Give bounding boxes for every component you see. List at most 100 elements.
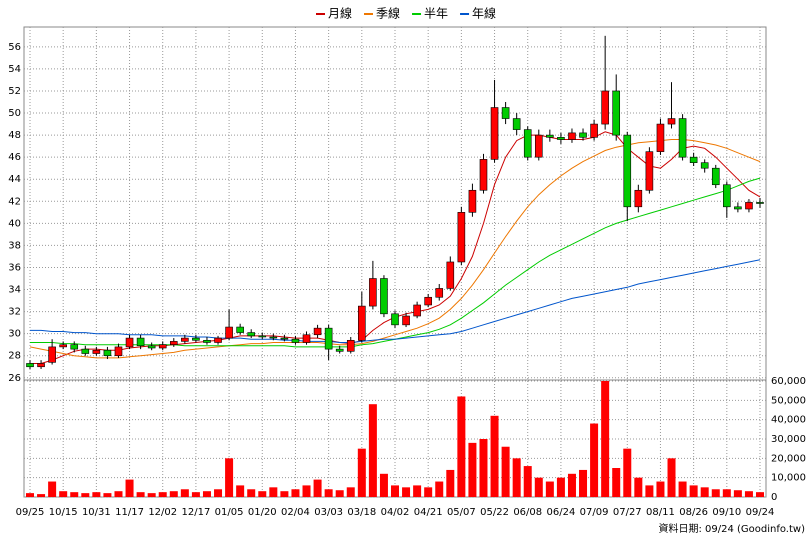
y-tick-label: 50 [8, 108, 21, 119]
volume-bar [346, 487, 355, 497]
candle-body [214, 337, 222, 343]
y-tick-label: 38 [8, 240, 21, 251]
candle-body [734, 206, 742, 210]
candle-body [380, 278, 388, 315]
x-tick-label: 01/05 [215, 507, 244, 518]
candle-body [656, 123, 665, 152]
candle-body [181, 337, 189, 342]
candle-body [557, 137, 565, 140]
x-tick-label: 05/22 [480, 507, 509, 518]
candle-body [523, 129, 532, 158]
candle-body [324, 327, 333, 350]
volume-bar [634, 477, 643, 497]
volume-bar [48, 481, 57, 497]
volume-bar [191, 492, 200, 497]
y-tick-label: 54 [8, 64, 21, 75]
y-tick-label: 28 [8, 351, 21, 362]
candle-body [501, 107, 510, 119]
volume-bar [114, 491, 123, 497]
volume-bar [556, 477, 565, 497]
volume-bar [169, 491, 178, 497]
y-tick-label: 46 [8, 152, 21, 163]
volume-bar [567, 473, 576, 497]
volume-bar [368, 404, 377, 497]
x-tick-label: 08/11 [646, 507, 675, 518]
y-tick-label: 40 [8, 218, 21, 229]
x-tick-label: 10/15 [49, 507, 78, 518]
volume-bar [214, 489, 223, 497]
volume-bar [678, 481, 687, 497]
volume-tick-label: 30,000 [771, 434, 806, 445]
candle-body [612, 90, 621, 136]
volume-bar [291, 489, 300, 497]
candle-body [579, 132, 587, 138]
volume-bar [545, 481, 554, 497]
candle-body [590, 123, 598, 138]
candle-body [623, 134, 632, 208]
candle-body [369, 278, 377, 307]
y-tick-label: 34 [8, 285, 21, 296]
volume-bar [247, 489, 256, 497]
volume-bar [37, 494, 46, 497]
candle-body [81, 348, 90, 354]
candle-body [59, 344, 67, 348]
volume-tick-label: 20,000 [771, 453, 806, 464]
candle-body [490, 107, 499, 160]
candle-body [601, 90, 609, 125]
volume-bar [26, 493, 34, 497]
volume-bar [523, 466, 532, 497]
volume-bar [357, 448, 366, 497]
candle-body [435, 288, 444, 298]
volume-tick-label: 10,000 [771, 473, 806, 484]
x-tick-label: 06/08 [513, 507, 542, 518]
volume-bar [645, 485, 654, 497]
candle-body [457, 212, 466, 263]
x-tick-label: 11/17 [115, 507, 144, 518]
volume-bar [700, 487, 709, 497]
x-tick-label: 04/21 [414, 507, 443, 518]
candle-body [645, 151, 654, 191]
volume-bar [402, 487, 411, 497]
candle-body [225, 326, 233, 339]
volume-bar [180, 489, 189, 497]
volume-bar [512, 458, 521, 497]
volume-bar [125, 479, 134, 497]
x-tick-label: 04/02 [381, 507, 410, 518]
x-tick-label: 02/04 [281, 507, 310, 518]
candle-body [512, 118, 521, 130]
legend-label: 半年 [424, 7, 448, 21]
x-tick-label: 03/03 [314, 507, 343, 518]
candle-body [280, 337, 289, 340]
x-tick-label: 01/20 [248, 507, 277, 518]
candle-body [291, 338, 300, 343]
candle-body [169, 341, 178, 345]
candle-body [258, 335, 267, 338]
volume-bar [446, 469, 455, 497]
y-tick-label: 26 [8, 373, 21, 384]
volume-bar [501, 446, 510, 497]
candle-body [689, 156, 698, 163]
candle-body [203, 339, 211, 343]
candle-body [568, 132, 576, 140]
candle-body [413, 304, 421, 317]
legend-label: 月線 [328, 6, 352, 21]
candle-body [346, 339, 355, 352]
candle-body [269, 336, 278, 339]
volume-tick-label: 50,000 [771, 395, 806, 406]
candle-body [136, 337, 145, 347]
candle-body [424, 296, 432, 306]
volume-bar [424, 487, 433, 497]
volume-bar [202, 491, 211, 497]
y-tick-label: 56 [8, 42, 21, 53]
volume-bar [236, 485, 245, 497]
volume-bar [147, 493, 156, 497]
volume-bar [623, 448, 632, 497]
volume-bar [457, 396, 466, 497]
y-tick-label: 44 [8, 174, 21, 185]
volume-bar [81, 493, 90, 497]
volume-bar [413, 485, 422, 497]
candle-body [158, 344, 167, 349]
volume-bar [92, 492, 101, 497]
volume-bar [490, 415, 499, 497]
